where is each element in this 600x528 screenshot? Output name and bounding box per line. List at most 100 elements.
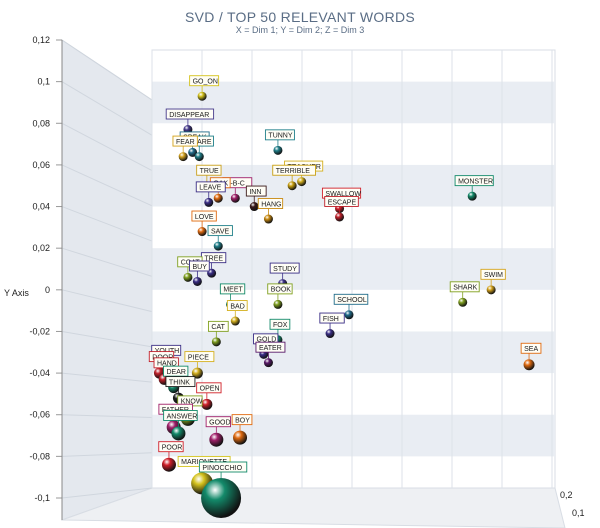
point-go-on: GO_ON	[189, 75, 220, 101]
label-box	[207, 225, 233, 237]
point-sphere	[233, 430, 248, 445]
label-box	[172, 135, 198, 147]
y-tick-label: -0,06	[29, 410, 50, 420]
point-sphere	[230, 193, 240, 203]
point-shark: SHARK	[449, 281, 480, 307]
point-label: SWIM	[484, 272, 503, 279]
point-sea: SEA	[520, 342, 542, 371]
point-label: SWALLOW	[325, 191, 361, 198]
point-label: GO_ON	[193, 79, 218, 86]
point-sphere	[325, 329, 335, 339]
point-sphere	[486, 285, 496, 295]
label-box	[245, 185, 267, 197]
point-sphere	[192, 276, 202, 286]
label-box	[255, 341, 286, 353]
label-box	[219, 283, 246, 295]
point-sphere	[191, 367, 203, 379]
label-box	[191, 210, 217, 222]
chart-subtitle: X = Dim 1; Y = Dim 2; Z = Dim 3	[235, 25, 365, 35]
y-axis-ticks: 0,12 0,1 0,08 0,06 0,04 0,02 0 -0,02 -0,04 -0,06 -…	[29, 35, 50, 503]
label-box	[269, 318, 291, 330]
point-sphere	[297, 177, 307, 187]
point-label: KNOW	[181, 399, 203, 406]
point-label: ANSWER	[167, 413, 198, 420]
z-tick-label: 0,1	[572, 508, 585, 518]
y-tick-label: 0,1	[37, 77, 50, 87]
point-label: LOVE	[195, 214, 214, 221]
label-box	[269, 262, 300, 274]
chart-title: SVD / TOP 50 RELEVANT WORDS	[184, 9, 416, 25]
point-label: CARE	[192, 139, 212, 146]
point-label: SAVE	[211, 228, 229, 235]
y-tick-label: -0,1	[34, 493, 50, 503]
left-grid-line	[61, 164, 153, 207]
point-buy: BUY	[189, 260, 210, 286]
label-box	[257, 198, 284, 209]
point-label: FEAR	[176, 139, 195, 146]
left-wall	[61, 39, 153, 521]
point-label: SEA	[524, 346, 538, 353]
point-label: A-B-C	[226, 181, 245, 188]
label-box	[231, 414, 253, 426]
point-label: HANG	[261, 201, 281, 208]
y-axis-label: Y Axis	[4, 288, 29, 298]
label-box	[454, 175, 494, 187]
label-box	[449, 281, 480, 293]
point-sphere	[263, 358, 273, 368]
point-open: OPEN	[196, 382, 222, 410]
label-box	[163, 410, 198, 421]
label-box	[226, 300, 248, 311]
point-label: TRUE	[200, 168, 219, 175]
label-box	[264, 129, 295, 141]
left-grid-line	[61, 330, 153, 348]
point-leave: LEAVE	[195, 181, 226, 207]
grid-band	[152, 81, 555, 124]
label-box	[207, 320, 229, 332]
point-sphere	[273, 299, 283, 309]
point-tunny: TUNNY	[264, 129, 295, 155]
point-poor: POOR	[158, 441, 184, 472]
point-bad: BAD	[226, 300, 248, 326]
left-grid-line	[61, 122, 153, 171]
data-points: GO_ONDISAPPEARTUNNYSPEAKCAREFEARTEACHERT…	[148, 75, 542, 518]
point-label: GOLD	[257, 337, 277, 344]
point-care: CARE	[188, 135, 214, 162]
point-fear: FEAR	[172, 135, 198, 162]
point-monster: MONSTER	[454, 175, 494, 201]
label-box	[165, 108, 215, 120]
point-pinocchio: PINOCCHIO	[198, 461, 248, 518]
point-inn: INN	[245, 185, 267, 212]
label-box	[520, 342, 542, 354]
point-label: LEAVE	[199, 185, 221, 192]
point-label: THINK	[169, 379, 190, 386]
point-boy: BOY	[231, 414, 253, 445]
point-sphere	[523, 359, 535, 371]
label-box	[272, 164, 316, 176]
point-label: DISAPPEAR	[169, 112, 209, 119]
point-label: TERRIBLE	[276, 168, 311, 175]
point-label: POOR	[162, 444, 183, 451]
point-label: STUDY	[273, 266, 297, 273]
point-label: CAT	[211, 324, 225, 331]
left-grid-line	[61, 206, 153, 242]
point-label: BUY	[192, 264, 207, 271]
left-grid-line	[61, 372, 153, 383]
point-sphere	[188, 147, 198, 157]
y-tick-label: 0,08	[32, 118, 50, 128]
point-eater: EATER	[255, 341, 286, 368]
label-box	[196, 382, 222, 394]
point-label: DEAR	[166, 369, 185, 376]
point-sphere	[178, 152, 188, 162]
y-tick-label: -0,08	[29, 451, 50, 461]
point-sphere	[213, 241, 223, 251]
point-love: LOVE	[191, 210, 217, 237]
y-tick-label: -0,02	[29, 326, 50, 336]
point-sphere	[211, 337, 221, 347]
label-box	[165, 376, 196, 388]
left-grid-line	[61, 452, 153, 457]
label-box	[205, 416, 231, 428]
point-label: BOY	[235, 417, 250, 424]
point-terrible: TERRIBLE	[272, 164, 316, 191]
point-sphere	[201, 478, 242, 518]
